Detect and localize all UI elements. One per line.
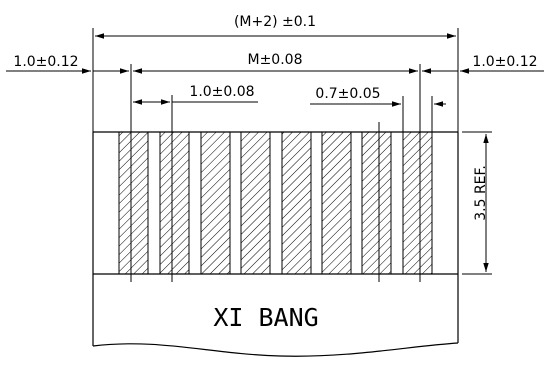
contact-span-dimension: M±0.08 [133, 52, 418, 74]
height-label: 3.5 REF. [473, 165, 489, 221]
break-line [92, 342, 459, 357]
left-margin-label: 1.0±0.12 [13, 54, 78, 70]
contact-pad [281, 131, 312, 275]
contact-span-label: M±0.08 [248, 52, 303, 68]
contact-pad [118, 131, 149, 275]
contact-pad [159, 131, 190, 275]
connector-body [92, 131, 459, 357]
right-margin-label: 1.0±0.12 [472, 54, 537, 70]
contact-pad [200, 131, 231, 275]
left-margin-dimension: 1.0±0.12 [6, 54, 129, 74]
contact-pad [361, 131, 392, 275]
right-margin-dimension: 1.0±0.12 [422, 54, 544, 74]
contacts [118, 131, 433, 275]
body-label: XI BANG [213, 303, 318, 332]
overall-width-dimension: (M+2) ±0.1 [95, 14, 456, 39]
overall-width-label: (M+2) ±0.1 [234, 14, 316, 30]
pitch-dimension: 1.0±0.08 [133, 84, 258, 105]
contact-pad [402, 131, 433, 275]
extension-lines [92, 28, 492, 282]
pitch-label: 1.0±0.08 [189, 84, 254, 100]
contact-pad [321, 131, 352, 275]
height-dimension: 3.5 REF. [473, 134, 489, 272]
contact-width-label: 0.7±0.05 [315, 86, 380, 102]
contact-pad [240, 131, 271, 275]
contact-width-dimension: 0.7±0.05 [310, 86, 446, 107]
